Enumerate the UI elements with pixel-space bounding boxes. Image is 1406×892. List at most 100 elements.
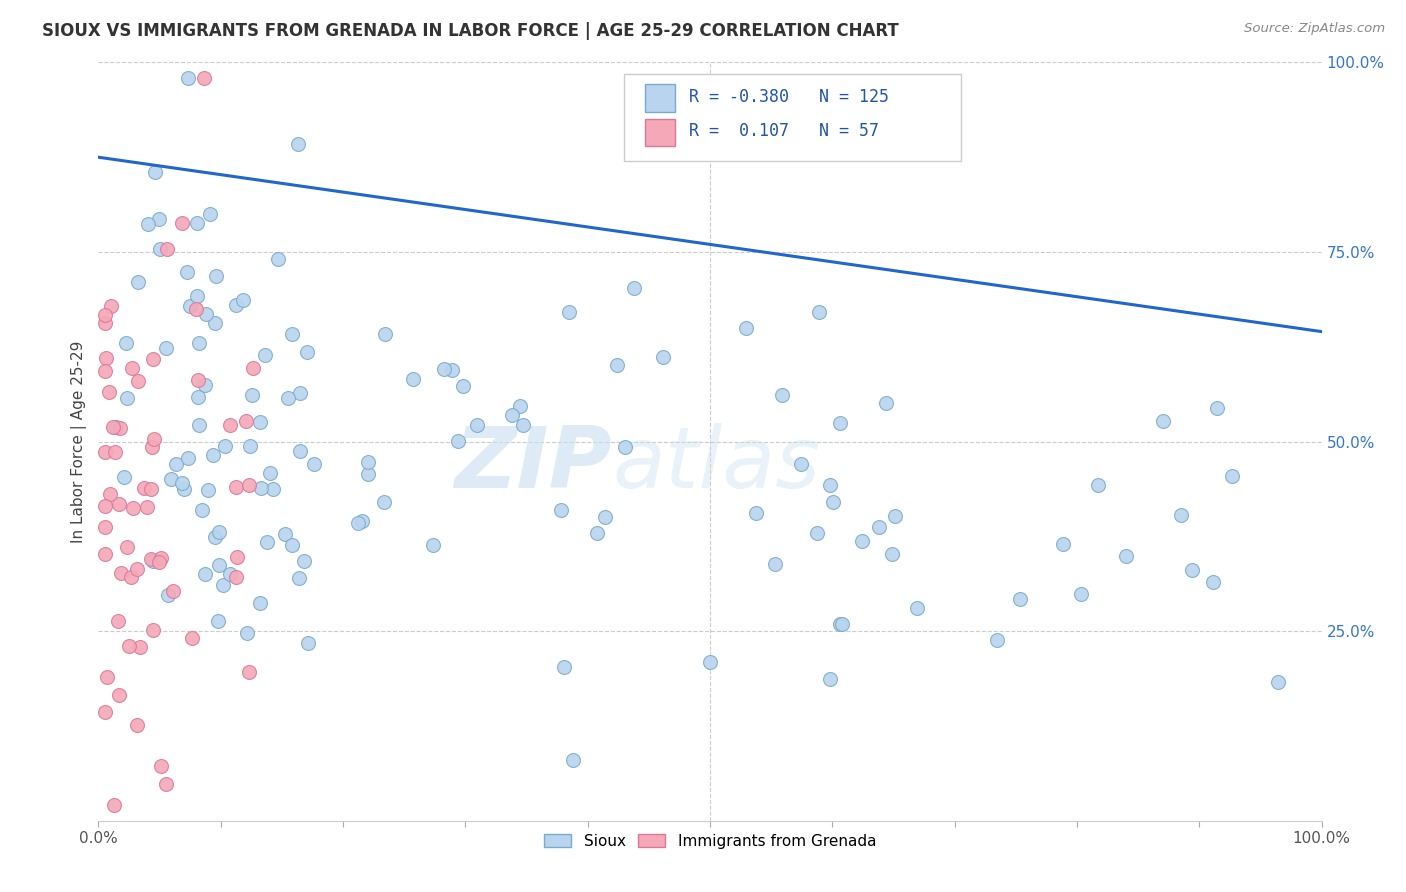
Point [173, 482, 195, 496]
Point [204, 316, 226, 330]
Point [179, 299, 201, 313]
Point [1267, 675, 1289, 690]
Point [422, 538, 444, 552]
Point [201, 448, 224, 462]
Point [1206, 401, 1229, 416]
Point [197, 483, 219, 498]
Point [156, 243, 179, 257]
Point [830, 416, 852, 430]
Point [204, 268, 226, 283]
Point [357, 454, 380, 468]
Point [808, 305, 831, 319]
Point [820, 477, 842, 491]
Point [103, 798, 125, 813]
Point [112, 470, 135, 484]
Point [208, 558, 231, 572]
Point [593, 509, 616, 524]
Point [194, 566, 217, 581]
Point [770, 388, 793, 402]
Point [136, 218, 159, 232]
Point [831, 617, 853, 632]
Point [253, 348, 276, 362]
Point [1202, 574, 1225, 589]
Point [114, 335, 136, 350]
Point [821, 494, 844, 508]
Point [127, 374, 149, 388]
Point [187, 373, 209, 387]
Point [446, 434, 468, 449]
Point [176, 451, 198, 466]
Point [159, 472, 181, 486]
Point [149, 551, 172, 566]
Point [115, 391, 138, 405]
Point [162, 584, 184, 599]
Point [98, 385, 121, 400]
Point [735, 320, 758, 334]
Point [281, 538, 304, 552]
Point [177, 70, 200, 85]
Point [172, 475, 194, 490]
Point [165, 457, 187, 471]
Point [141, 482, 163, 496]
Point [868, 520, 890, 534]
Point [128, 640, 150, 655]
Point [274, 527, 297, 541]
Point [127, 718, 149, 732]
Point [108, 421, 131, 435]
Point [142, 553, 165, 567]
Point [374, 327, 396, 342]
Point [763, 557, 786, 571]
Text: ZIP: ZIP [454, 423, 612, 506]
Point [148, 555, 170, 569]
Point [1070, 587, 1092, 601]
Point [142, 623, 165, 637]
Point [1010, 591, 1032, 606]
Point [94, 316, 117, 330]
Point [651, 350, 673, 364]
Point [699, 655, 721, 669]
Point [143, 432, 166, 446]
Legend: Sioux, Immigrants from Grenada: Sioux, Immigrants from Grenada [538, 828, 882, 855]
Point [288, 385, 311, 400]
Point [115, 540, 138, 554]
Point [553, 660, 575, 674]
Point [249, 416, 271, 430]
Point [302, 457, 325, 471]
Point [242, 361, 264, 376]
Point [172, 216, 194, 230]
Point [557, 305, 579, 319]
Point [107, 497, 129, 511]
Point [150, 758, 173, 772]
Point [509, 399, 531, 413]
Point [219, 417, 242, 432]
Point [141, 440, 163, 454]
Bar [645, 119, 675, 145]
Point [207, 615, 229, 629]
Point [141, 551, 163, 566]
Point [346, 516, 368, 530]
Point [267, 252, 290, 266]
Point [1222, 468, 1244, 483]
Point [561, 753, 583, 767]
Point [176, 265, 198, 279]
Point [232, 293, 254, 307]
Point [238, 478, 260, 492]
Point [1152, 415, 1174, 429]
Point [288, 444, 311, 458]
Point [875, 396, 897, 410]
Point [440, 363, 463, 377]
Point [287, 137, 309, 152]
Point [155, 777, 177, 791]
Point [93, 547, 115, 561]
Point [118, 639, 141, 653]
Point [1170, 508, 1192, 523]
Point [188, 335, 211, 350]
Point [93, 520, 115, 534]
Point [277, 391, 299, 405]
Point [745, 506, 768, 520]
Point [93, 445, 115, 459]
Bar [645, 85, 675, 112]
Point [907, 600, 929, 615]
Y-axis label: In Labor Force | Age 25-29: In Labor Force | Age 25-29 [72, 341, 87, 542]
Point [121, 500, 143, 515]
